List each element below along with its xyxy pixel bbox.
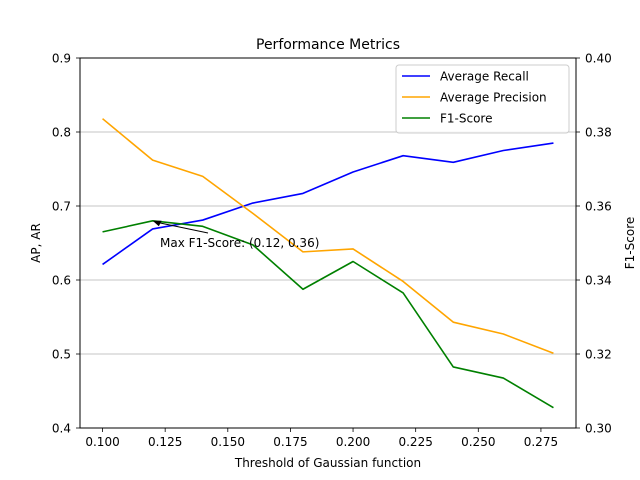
plot-frame <box>79 57 577 429</box>
y-axis-right-label: F1-Score <box>623 217 637 269</box>
x-tick-label: 0.225 <box>398 435 432 449</box>
legend-label-average-recall: Average Recall <box>440 70 529 84</box>
annotation-arrowhead <box>152 220 162 227</box>
y-axis-left: 0.4 0.5 0.6 0.7 0.8 0.9 <box>52 52 80 436</box>
x-axis: 0.100 0.125 0.150 0.175 0.200 0.225 0.250 0.275 <box>85 428 558 449</box>
x-tick-label: 0.100 <box>85 435 119 449</box>
legend-box <box>395 64 570 134</box>
max-f1-annotation: Max F1-Score: (0.12, 0.36) <box>152 220 319 250</box>
series-line-f1-score <box>102 220 554 409</box>
legend-label-average-precision: Average Precision <box>440 91 547 105</box>
y-right-tick-label: 0.30 <box>585 422 612 436</box>
y-right-tick-label: 0.40 <box>585 52 612 66</box>
x-tick-label: 0.275 <box>524 435 558 449</box>
y-left-tick-label: 0.6 <box>52 274 71 288</box>
y-left-tick-label: 0.5 <box>52 348 71 362</box>
x-tick-label: 0.175 <box>273 435 307 449</box>
annotation-arrow <box>156 221 209 234</box>
y-left-tick-label: 0.9 <box>52 52 71 66</box>
y-left-tick-label: 0.8 <box>52 126 71 140</box>
legend-label-f1-score: F1-Score <box>440 112 492 126</box>
y-axis-right: 0.30 0.32 0.34 0.36 0.38 0.40 <box>576 52 612 436</box>
x-axis-label: Threshold of Gaussian function <box>234 456 421 470</box>
grid <box>80 131 576 355</box>
x-tick-label: 0.200 <box>336 435 370 449</box>
x-tick-label: 0.150 <box>211 435 245 449</box>
y-left-tick-label: 0.4 <box>52 422 71 436</box>
y-axis-left-label: AP, AR <box>29 223 43 263</box>
y-right-tick-label: 0.38 <box>585 126 612 140</box>
y-right-tick-label: 0.34 <box>585 274 612 288</box>
legend: Average Recall Average Precision F1-Score <box>395 64 570 134</box>
series-layer <box>102 118 554 409</box>
x-tick-label: 0.250 <box>461 435 495 449</box>
x-tick-label: 0.125 <box>148 435 182 449</box>
annotation-text: Max F1-Score: (0.12, 0.36) <box>160 236 319 250</box>
chart-title: Performance Metrics <box>256 37 400 53</box>
y-right-tick-label: 0.32 <box>585 348 612 362</box>
y-left-tick-label: 0.7 <box>52 200 71 214</box>
series-line-average-precision <box>102 118 554 355</box>
y-right-tick-label: 0.36 <box>585 200 612 214</box>
series-line-average-recall <box>102 142 554 266</box>
